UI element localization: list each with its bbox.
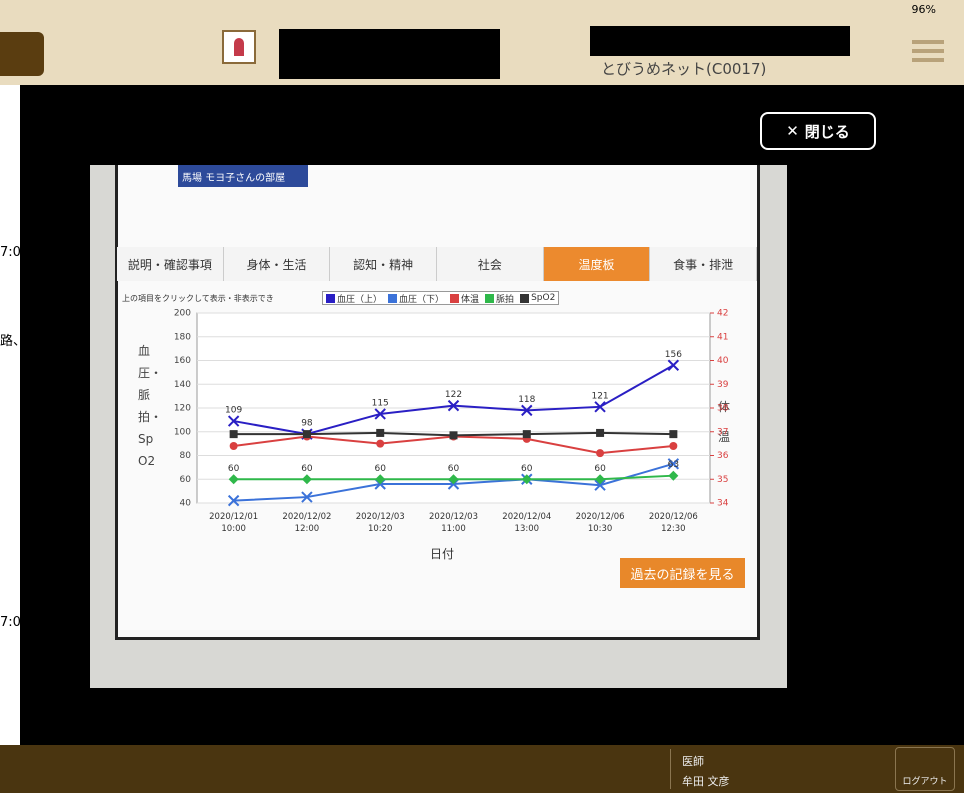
- y-tick-label: 40: [180, 499, 192, 509]
- data-label: 109: [225, 406, 242, 416]
- tab[interactable]: 社会: [437, 247, 544, 281]
- y2-tick-label: 42: [717, 309, 728, 319]
- x-tick-label: 2020/12/06 10:30: [565, 511, 635, 535]
- y2-tick-label: 39: [717, 380, 729, 390]
- data-label: 60: [374, 464, 386, 474]
- y2-tick-label: 40: [717, 356, 729, 366]
- data-label: 63: [668, 460, 679, 470]
- facility: とびうめネット(C0017): [601, 58, 766, 79]
- y-tick-label: 160: [174, 356, 191, 366]
- marker: [450, 431, 458, 439]
- tab[interactable]: 説明・確認事項: [117, 247, 224, 281]
- x-tick-label: 2020/12/03 10:20: [345, 511, 415, 535]
- user: 牟田 文彦: [682, 773, 730, 789]
- y-tick-label: 80: [180, 451, 192, 461]
- data-label: 60: [301, 464, 313, 474]
- x-tick-label: 2020/12/03 11:00: [419, 511, 489, 535]
- data-label: 98: [301, 419, 313, 429]
- x-tick-label: 2020/12/06 12:30: [638, 511, 708, 535]
- y-tick-label: 140: [174, 380, 191, 390]
- header: とびうめネット(C0017): [0, 20, 964, 85]
- footer: 医師 牟田 文彦 ログアウト: [0, 745, 964, 793]
- data-label: 60: [521, 464, 533, 474]
- marker: [596, 429, 604, 437]
- page: 96% とびうめネット(C0017) 7:0 路、 7:0 ✕閉じる 馬場 モヨ…: [0, 0, 964, 793]
- fragment: 7:0: [0, 615, 21, 630]
- back-tab: [0, 32, 44, 76]
- tab[interactable]: 認知・精神: [330, 247, 437, 281]
- data-label: 115: [372, 398, 389, 408]
- y2-tick-label: 36: [717, 451, 729, 461]
- redacted: [590, 26, 850, 56]
- marker: [376, 440, 384, 448]
- y-tick-label: 100: [174, 427, 191, 437]
- y2-tick-label: 37: [717, 427, 728, 437]
- y2-tick-label: 38: [717, 404, 729, 414]
- marker: [230, 430, 238, 438]
- data-label: 60: [594, 464, 606, 474]
- x-tick-label: 2020/12/02 12:00: [272, 511, 342, 535]
- x-tick-label: 2020/12/04 13:00: [492, 511, 562, 535]
- y2-tick-label: 34: [717, 499, 729, 509]
- logout-button[interactable]: ログアウト: [895, 747, 955, 791]
- data-label: 156: [665, 350, 682, 360]
- data-label: 60: [228, 464, 240, 474]
- close-button[interactable]: ✕閉じる: [760, 112, 876, 150]
- y-tick-label: 60: [180, 475, 192, 485]
- data-label: 118: [518, 395, 535, 405]
- tab[interactable]: 食事・排泄: [650, 247, 757, 281]
- y-tick-label: 120: [174, 404, 191, 414]
- x-tick-label: 2020/12/01 10:00: [199, 511, 269, 535]
- breadcrumb: 馬場 モヨ子さんの部屋: [178, 165, 308, 187]
- data-label: 122: [445, 390, 462, 400]
- marker: [303, 430, 311, 438]
- y-tick-label: 180: [174, 332, 191, 342]
- y2-tick-label: 35: [717, 475, 728, 485]
- marker: [596, 449, 604, 457]
- marker: [230, 442, 238, 450]
- menu[interactable]: [912, 40, 944, 62]
- y-tick-label: 200: [174, 309, 191, 319]
- tab[interactable]: 身体・生活: [224, 247, 331, 281]
- avatar: [222, 30, 256, 64]
- marker: [669, 442, 677, 450]
- marker: [523, 430, 531, 438]
- marker: [669, 430, 677, 438]
- redacted: [279, 29, 500, 79]
- left-panel: 7:0 路、 7:0: [0, 85, 20, 745]
- tab[interactable]: 温度板: [544, 247, 651, 281]
- data-label: 60: [448, 464, 460, 474]
- fragment: 路、: [0, 330, 26, 349]
- marker: [376, 429, 384, 437]
- data-label: 121: [591, 391, 608, 401]
- role: 医師: [682, 753, 704, 769]
- fragment: 7:0: [0, 245, 21, 260]
- y2-tick-label: 41: [717, 332, 728, 342]
- battery: 96%: [912, 3, 936, 16]
- status-bar: 96%: [0, 0, 964, 20]
